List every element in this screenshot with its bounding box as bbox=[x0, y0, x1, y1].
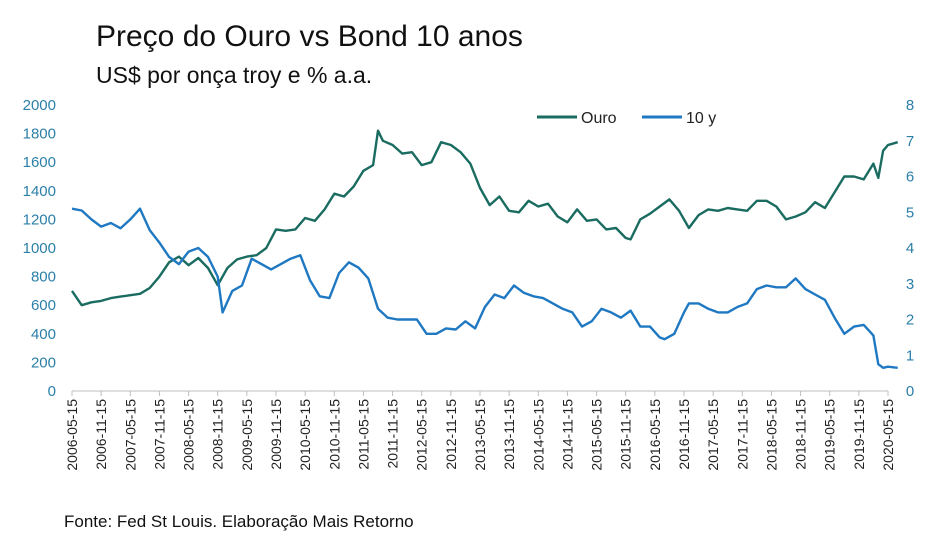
x-tick-label: 2009-05-15 bbox=[239, 399, 255, 471]
x-tick-label: 2010-05-15 bbox=[297, 399, 313, 471]
x-tick-label: 2006-05-15 bbox=[64, 399, 80, 471]
y-right-tick-label: 7 bbox=[906, 133, 914, 150]
y-right-tick-label: 3 bbox=[906, 276, 914, 293]
legend-label-10y: 10 y bbox=[686, 110, 716, 127]
x-tick-label: 2006-11-15 bbox=[93, 399, 109, 470]
x-tick-label: 2007-05-15 bbox=[122, 399, 138, 471]
x-tick-label: 2018-05-15 bbox=[763, 399, 779, 471]
y-right-tick-label: 2 bbox=[906, 312, 914, 329]
x-tick-label: 2008-05-15 bbox=[181, 399, 197, 471]
y-right-tick-label: 6 bbox=[906, 169, 914, 186]
y-left-tick-label: 1200 bbox=[23, 211, 56, 228]
x-tick-label: 2020-05-15 bbox=[880, 399, 896, 471]
y-right-tick-label: 0 bbox=[906, 383, 914, 400]
x-tick-label: 2015-05-15 bbox=[589, 399, 605, 471]
x-tick-label: 2012-11-15 bbox=[443, 399, 459, 470]
x-tick-label: 2013-05-15 bbox=[472, 399, 488, 471]
y-left-tick-label: 200 bbox=[31, 354, 56, 371]
series-line-10y bbox=[71, 207, 898, 369]
source-note: Fonte: Fed St Louis. Elaboração Mais Ret… bbox=[64, 512, 414, 531]
chart-title: Preço do Ouro vs Bond 10 anos bbox=[96, 20, 523, 53]
y-left-tick-label: 1600 bbox=[23, 154, 56, 171]
x-tick-label: 2008-11-15 bbox=[210, 399, 226, 470]
y-right-tick-label: 1 bbox=[906, 347, 914, 364]
y-left-tick-label: 800 bbox=[31, 269, 56, 286]
x-tick-label: 2017-11-15 bbox=[734, 399, 750, 470]
y-left-tick-label: 2000 bbox=[23, 97, 56, 114]
x-tick-label: 2009-11-15 bbox=[268, 399, 284, 470]
chart-subtitle: US$ por onça troy e % a.a. bbox=[96, 62, 373, 88]
y-left-tick-label: 0 bbox=[48, 383, 56, 400]
x-tick-label: 2014-05-15 bbox=[530, 399, 546, 471]
y-left-tick-label: 400 bbox=[31, 326, 56, 343]
x-tick-label: 2014-11-15 bbox=[559, 399, 575, 470]
y-left-tick-label: 600 bbox=[31, 297, 56, 314]
x-tick-label: 2011-05-15 bbox=[355, 399, 371, 470]
series-line-ouro bbox=[71, 129, 899, 307]
x-tick-label: 2019-05-15 bbox=[822, 399, 838, 471]
x-tick-label: 2010-11-15 bbox=[326, 399, 342, 470]
x-tick-label: 2013-11-15 bbox=[501, 399, 517, 470]
x-tick-label: 2007-11-15 bbox=[151, 399, 167, 470]
x-tick-label: 2016-05-15 bbox=[647, 399, 663, 471]
x-tick-label: 2017-05-15 bbox=[705, 399, 721, 471]
x-tick-label: 2018-11-15 bbox=[793, 399, 809, 470]
x-tick-label: 2012-05-15 bbox=[414, 399, 430, 471]
y-right-tick-label: 5 bbox=[906, 204, 914, 221]
legend-label-ouro: Ouro bbox=[581, 110, 617, 127]
x-tick-label: 2019-11-15 bbox=[851, 399, 867, 470]
x-tick-label: 2015-11-15 bbox=[618, 399, 634, 470]
y-left-tick-label: 1000 bbox=[23, 240, 56, 257]
y-left-tick-label: 1400 bbox=[23, 183, 56, 200]
y-right-tick-label: 8 bbox=[906, 97, 914, 114]
x-tick-label: 2011-11-15 bbox=[385, 399, 401, 469]
y-left-tick-label: 1800 bbox=[23, 126, 56, 143]
y-right-tick-label: 4 bbox=[906, 240, 914, 257]
x-tick-label: 2016-11-15 bbox=[676, 399, 692, 470]
